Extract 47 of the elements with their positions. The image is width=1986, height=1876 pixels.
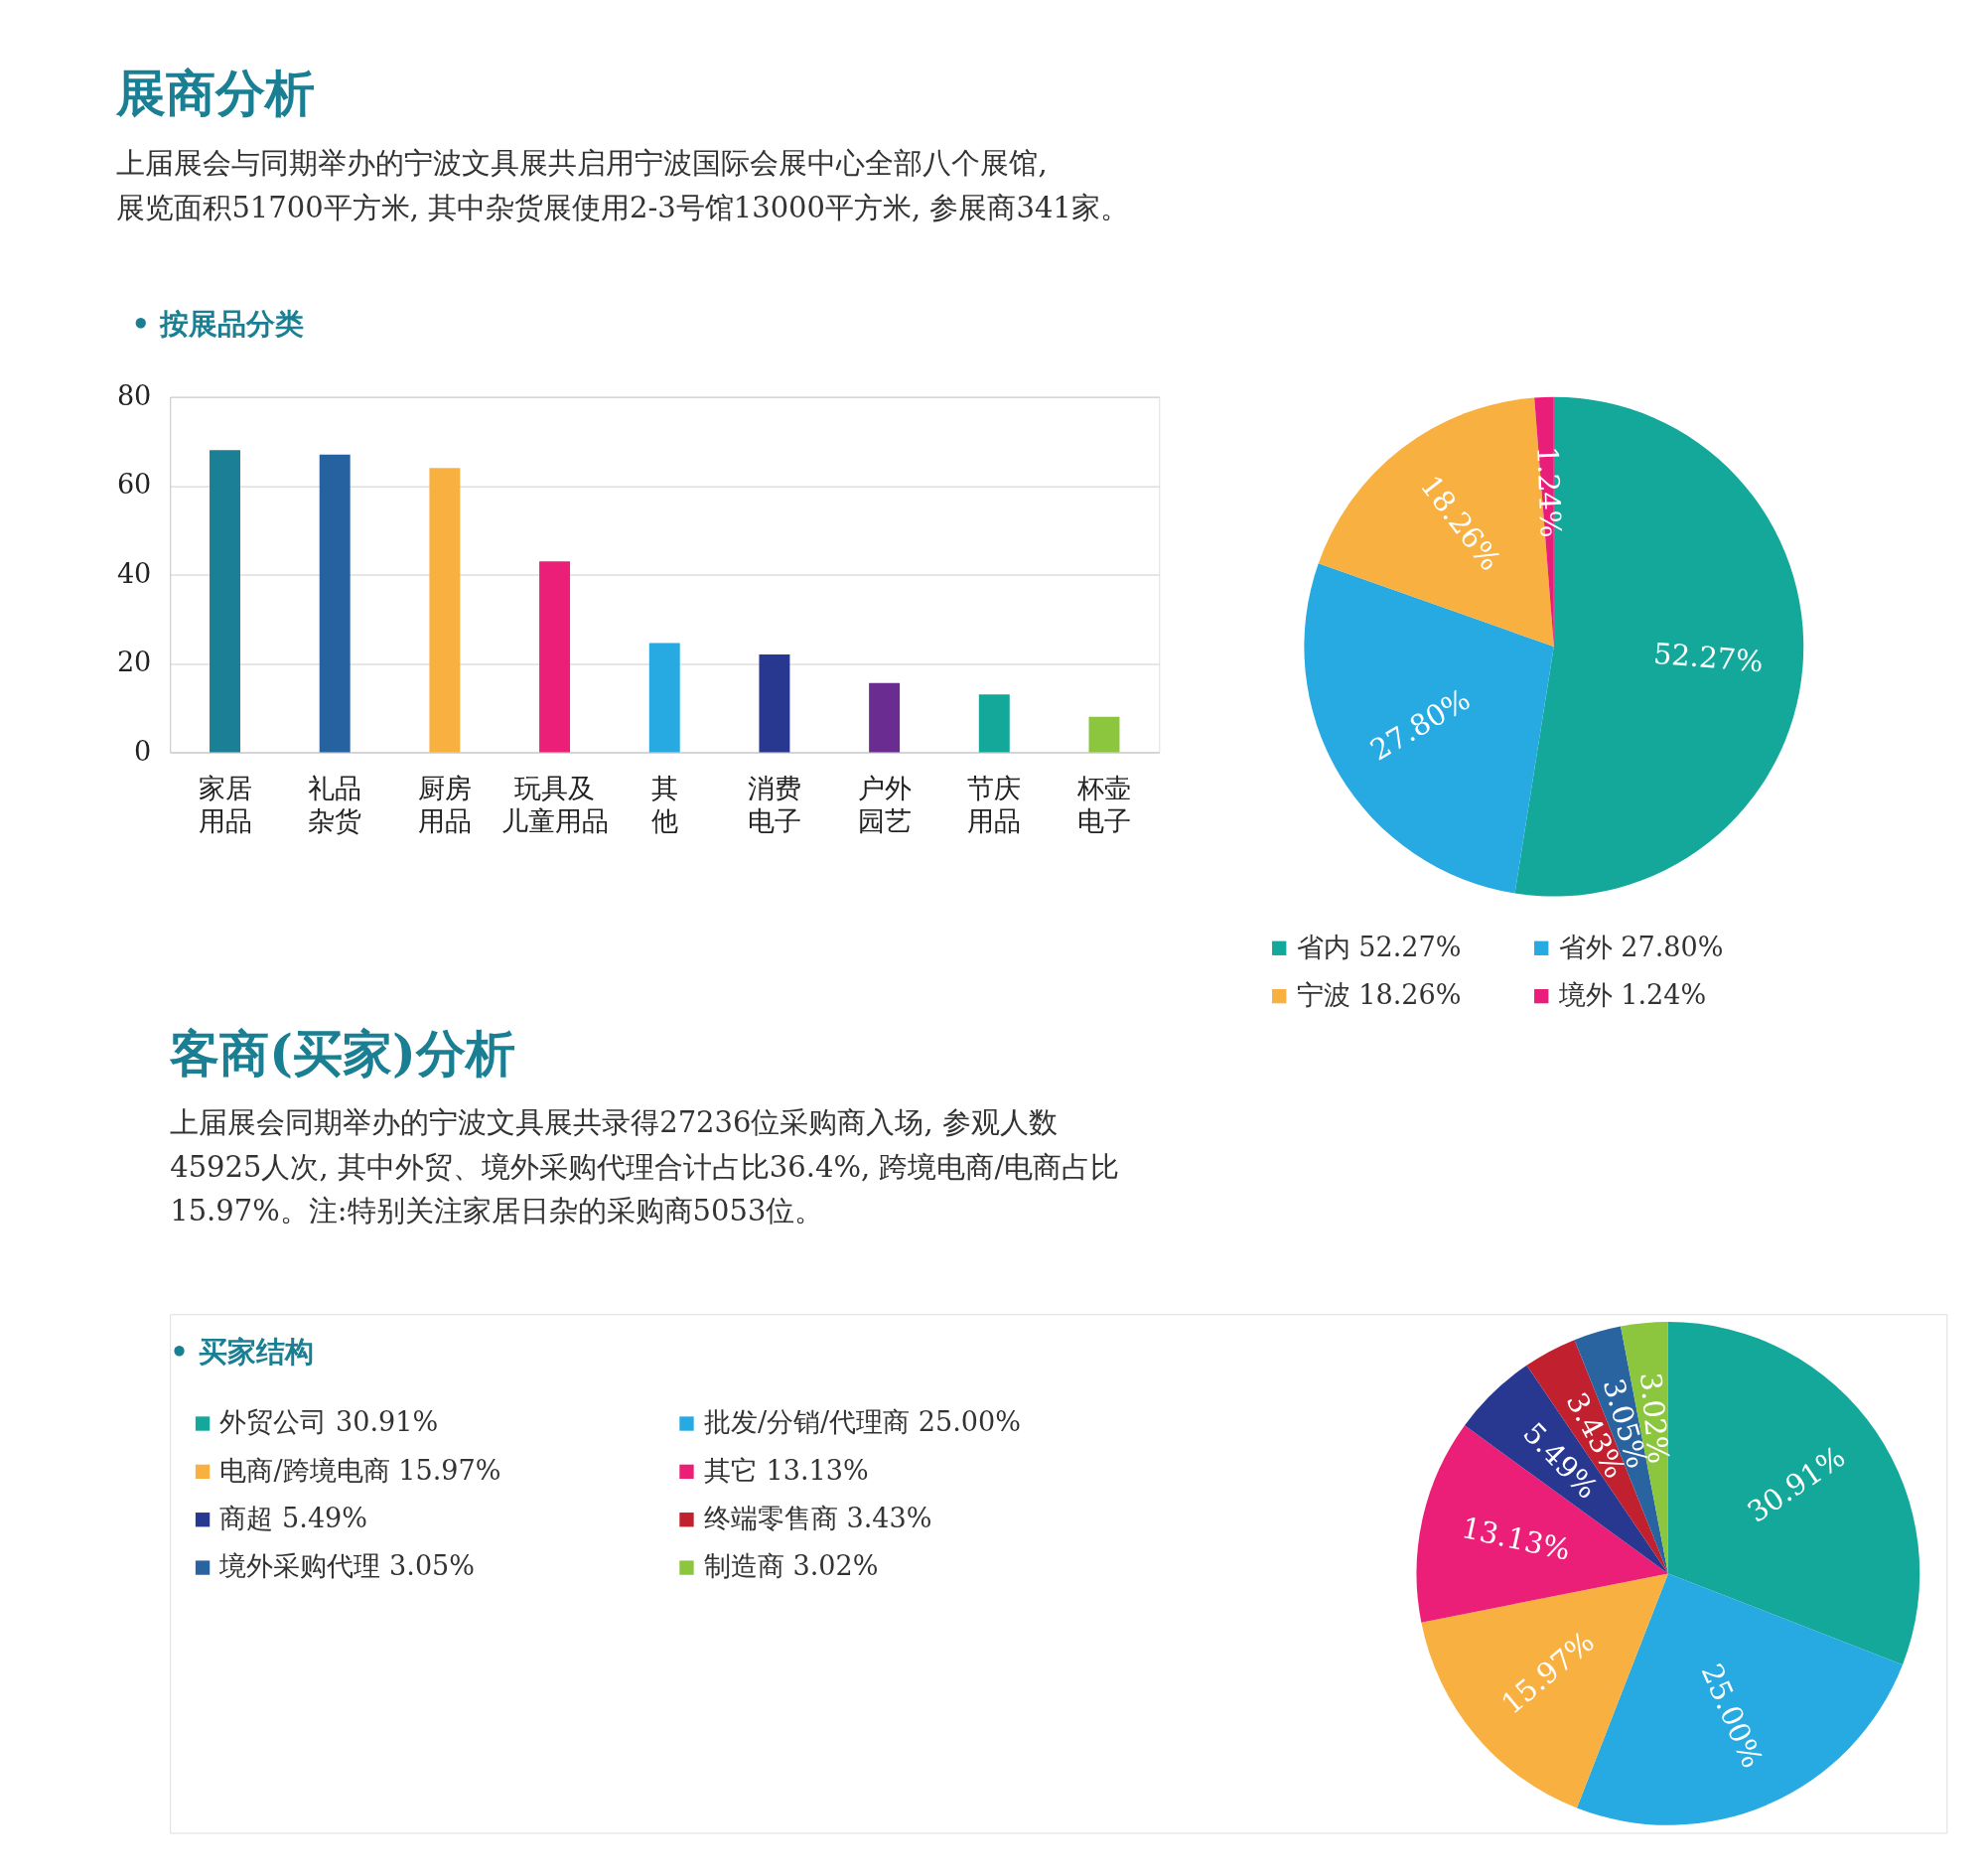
- bar: [539, 561, 571, 753]
- legend-label: 其它 13.13%: [703, 1454, 869, 1486]
- legend-label: 境外 1.24%: [1557, 978, 1707, 1010]
- y-tick-label: 40: [116, 557, 152, 589]
- pie-slice: [1514, 396, 1803, 897]
- data-label: 52.27%: [1651, 636, 1765, 679]
- bar: [210, 450, 240, 753]
- bar: [319, 454, 351, 753]
- y-tick-label: 20: [116, 647, 152, 678]
- x-tick-label: 杯壶电子: [1075, 773, 1131, 837]
- bar: [648, 643, 680, 753]
- data-label: 13.13%: [1459, 1510, 1574, 1567]
- pie-slice: [1421, 1573, 1668, 1808]
- bar: [1088, 716, 1120, 753]
- text: • 买家结构: [170, 1334, 314, 1369]
- x-tick-label: 消费电子: [747, 773, 801, 837]
- y-tick-label: 80: [116, 379, 152, 411]
- bar: [759, 654, 790, 753]
- text: • 按展品分类: [131, 306, 305, 341]
- pie-slice: [1464, 1365, 1668, 1574]
- x-tick-label: 节庆用品: [967, 773, 1022, 837]
- chart-title: 展商分析: [115, 64, 316, 123]
- legend-label: 省外 27.80%: [1558, 931, 1724, 962]
- data-label: 1.24%: [1530, 445, 1568, 538]
- legend-label: 境外采购代理 3.05%: [218, 1550, 476, 1582]
- chart-subtitle: 上届展会同期举办的宁波文具展共录得27236位采购商入场, 参观人数 45925人次, 其中外贸、境外采购代理合计占比36.4%, 跨境电商/电商占比 15.97%。注:特别关注家居日杂的采购商5053位。: [170, 1105, 1120, 1228]
- legend-label: 宁波 18.26%: [1296, 978, 1462, 1010]
- x-tick-label: 其他: [650, 773, 678, 837]
- legend-label: 省内 52.27%: [1296, 931, 1462, 962]
- y-tick-label: 60: [116, 469, 152, 501]
- legend-label: 外贸公司 30.91%: [219, 1406, 439, 1438]
- chart-subtitle: 上届展会与同期举办的宁波文具展共启用宁波国际会展中心全部八个展馆, 展览面积51700平方米, 其中杂货展使用2-3号馆13000平方米, 参展商341家。: [116, 146, 1129, 224]
- bar: [429, 468, 461, 753]
- x-tick-label: 户外园艺: [857, 773, 912, 837]
- bar: [978, 694, 1010, 753]
- bar: [869, 682, 901, 753]
- legend-label: 制造商 3.02%: [703, 1550, 879, 1582]
- legend-label: 批发/分销/代理商 25.00%: [703, 1406, 1021, 1438]
- chart-title: 客商(买家)分析: [169, 1023, 515, 1082]
- legend-label: 商超 5.49%: [219, 1502, 368, 1533]
- legend-label: 电商/跨境电商 15.97%: [219, 1454, 501, 1486]
- x-tick-label: 厨房用品: [417, 773, 472, 837]
- x-tick-label: 礼品杂货: [308, 773, 362, 837]
- x-tick-label: 家居用品: [198, 773, 252, 837]
- x-tick-label: 玩具及儿童用品: [500, 773, 609, 837]
- y-tick-label: 0: [134, 735, 152, 767]
- legend-label: 终端零售商 3.43%: [703, 1502, 932, 1533]
